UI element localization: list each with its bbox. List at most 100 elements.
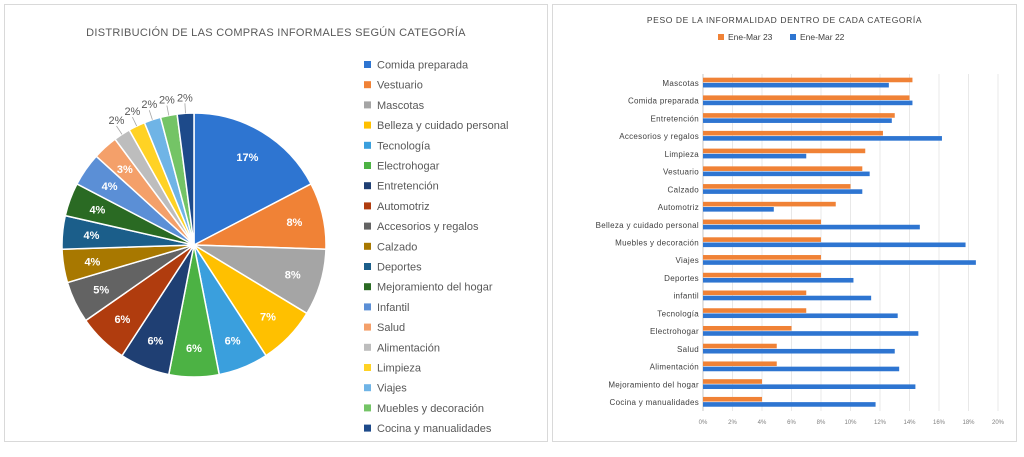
legend-label-0: Comida preparada bbox=[377, 60, 469, 72]
bar-category-label-12: infantil bbox=[673, 292, 699, 301]
pie-leader-line-18 bbox=[184, 103, 186, 114]
bar-category-label-17: Mejoramiento del hogar bbox=[608, 380, 699, 389]
legend-swatch-16 bbox=[364, 384, 371, 392]
legend-label-10: Deportes bbox=[377, 262, 422, 274]
bar-0-1 bbox=[703, 95, 910, 101]
bar-0-2 bbox=[703, 113, 895, 118]
bar-1-18 bbox=[703, 402, 876, 407]
legend-swatch-18 bbox=[364, 424, 371, 432]
legend-swatch-15 bbox=[364, 364, 371, 371]
legend-label-16: Viajes bbox=[377, 383, 407, 395]
legend-swatch-4 bbox=[364, 141, 371, 149]
bar-0-10 bbox=[703, 255, 821, 260]
bar-category-label-4: Limpieza bbox=[665, 150, 700, 159]
legend-label-8: Accesorios y regalos bbox=[377, 221, 479, 233]
bar-0-13 bbox=[703, 308, 807, 313]
bar-0-18 bbox=[703, 396, 762, 402]
bar-category-label-1: Comida preparada bbox=[628, 97, 699, 106]
bar-x-tick-0: 0% bbox=[699, 420, 708, 426]
legend-swatch-12 bbox=[364, 303, 371, 311]
pie-data-label-16: 2% bbox=[141, 99, 157, 111]
bar-1-6 bbox=[703, 189, 863, 194]
legend-label-17: Muebles y decoración bbox=[377, 403, 484, 415]
bar-x-tick-9: 18% bbox=[962, 420, 975, 426]
legend-label-3: Belleza y cuidado personal bbox=[377, 120, 508, 132]
pie-data-label-18: 2% bbox=[177, 92, 193, 104]
bar-category-label-14: Electrohogar bbox=[650, 327, 699, 336]
bar-0-9 bbox=[703, 237, 821, 242]
pie-leader-line-15 bbox=[132, 116, 138, 127]
bar-1-9 bbox=[703, 242, 966, 248]
bar-category-label-7: Automotriz bbox=[658, 203, 699, 212]
bar-legend-swatch-0 bbox=[718, 34, 724, 40]
bar-0-16 bbox=[703, 361, 777, 367]
legend-label-13: Salud bbox=[377, 322, 405, 334]
pie-data-label-15: 2% bbox=[124, 106, 140, 118]
legend-swatch-3 bbox=[364, 121, 371, 129]
bar-x-tick-7: 14% bbox=[903, 420, 916, 426]
legend-label-7: Automotriz bbox=[377, 201, 430, 213]
legend-swatch-9 bbox=[364, 242, 371, 250]
pie-leader-line-16 bbox=[148, 110, 153, 120]
pie-data-label-11: 4% bbox=[89, 204, 105, 216]
bar-chart: Ene-Mar 23 Ene-Mar 22 0% 2% 4% 6% 8% 10% 12% 14% 1… bbox=[596, 32, 1005, 426]
bar-0-3 bbox=[703, 130, 883, 136]
pie-leader-line-14 bbox=[116, 125, 123, 135]
bar-1-11 bbox=[703, 277, 854, 283]
bar-category-label-16: Alimentación bbox=[650, 363, 699, 372]
legend-swatch-14 bbox=[364, 343, 371, 351]
bar-1-8 bbox=[703, 224, 920, 230]
pie-data-label-8: 5% bbox=[93, 285, 109, 297]
legend-swatch-10 bbox=[364, 263, 371, 270]
bar-category-label-11: Deportes bbox=[664, 274, 699, 283]
legend-label-5: Electrohogar bbox=[377, 161, 440, 173]
bar-x-tick-5: 10% bbox=[844, 420, 857, 426]
legend-swatch-17 bbox=[364, 404, 371, 412]
legend-label-15: Limpieza bbox=[377, 363, 422, 375]
bar-1-16 bbox=[703, 366, 900, 372]
bar-0-6 bbox=[703, 184, 851, 189]
bar-category-label-8: Belleza y cuidado personal bbox=[596, 221, 699, 230]
bar-0-5 bbox=[703, 166, 863, 171]
bar-x-tick-6: 12% bbox=[874, 420, 887, 426]
legend-swatch-11 bbox=[364, 283, 371, 291]
bar-0-8 bbox=[703, 219, 821, 225]
bar-category-label-13: Tecnología bbox=[657, 309, 699, 318]
bar-1-2 bbox=[703, 118, 892, 123]
bar-x-tick-4: 8% bbox=[817, 420, 826, 426]
legend-swatch-6 bbox=[364, 182, 371, 190]
pie-data-label-4: 6% bbox=[225, 335, 241, 347]
legend-label-1: Vestuario bbox=[377, 80, 423, 92]
bar-0-12 bbox=[703, 290, 807, 296]
bar-1-3 bbox=[703, 136, 942, 141]
pie-slice-0 bbox=[193, 112, 313, 247]
legend-swatch-2 bbox=[364, 101, 371, 109]
bar-category-label-10: Viajes bbox=[676, 256, 699, 265]
bar-legend: Ene-Mar 23 Ene-Mar 22 bbox=[718, 32, 845, 42]
pie-chart: 17%8%8%7%6%6%6%6%5%4%4%4%4%3%2%2%2% 2% 2%C… bbox=[61, 60, 508, 435]
pie-data-label-10: 4% bbox=[84, 230, 100, 242]
pie-data-label-0: 17% bbox=[236, 152, 258, 164]
pie-chart-panel: DISTRIBUCIÓN DE LAS COMPRAS INFORMALES S… bbox=[4, 4, 548, 442]
bar-chart-panel: PESO DE LA INFORMALIDAD DENTRO DE CADA C… bbox=[552, 4, 1017, 442]
legend-swatch-7 bbox=[364, 202, 371, 210]
legend-swatch-0 bbox=[364, 61, 371, 68]
legend-label-11: Mejoramiento del hogar bbox=[377, 282, 493, 294]
legend-label-4: Tecnología bbox=[377, 140, 431, 152]
bar-x-tick-2: 4% bbox=[758, 420, 767, 426]
bar-0-11 bbox=[703, 272, 821, 278]
bar-x-tick-3: 6% bbox=[787, 420, 796, 426]
bar-0-4 bbox=[703, 148, 866, 154]
bar-1-5 bbox=[703, 171, 870, 177]
pie-data-label-17: 2% bbox=[159, 95, 175, 107]
legend-label-14: Alimentación bbox=[377, 342, 440, 354]
bar-legend-swatch-1 bbox=[790, 34, 796, 40]
bar-1-1 bbox=[703, 100, 913, 106]
bar-category-label-6: Calzado bbox=[668, 185, 700, 194]
bar-0-14 bbox=[703, 325, 792, 331]
bar-category-label-0: Mascotas bbox=[662, 79, 699, 88]
pie-data-label-13: 3% bbox=[117, 164, 133, 176]
pie-data-label-2: 8% bbox=[285, 269, 301, 281]
bar-x-tick-1: 2% bbox=[728, 420, 737, 426]
bar-0-15 bbox=[703, 343, 777, 349]
